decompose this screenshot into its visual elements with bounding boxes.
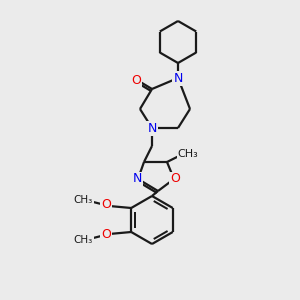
Text: N: N — [173, 71, 183, 85]
Text: O: O — [101, 229, 111, 242]
Text: CH₃: CH₃ — [74, 235, 93, 245]
Text: O: O — [170, 172, 180, 185]
Text: N: N — [147, 122, 157, 134]
Text: O: O — [101, 199, 111, 212]
Text: N: N — [132, 172, 142, 185]
Text: CH₃: CH₃ — [74, 195, 93, 205]
Text: O: O — [131, 74, 141, 86]
Text: CH₃: CH₃ — [178, 149, 198, 159]
